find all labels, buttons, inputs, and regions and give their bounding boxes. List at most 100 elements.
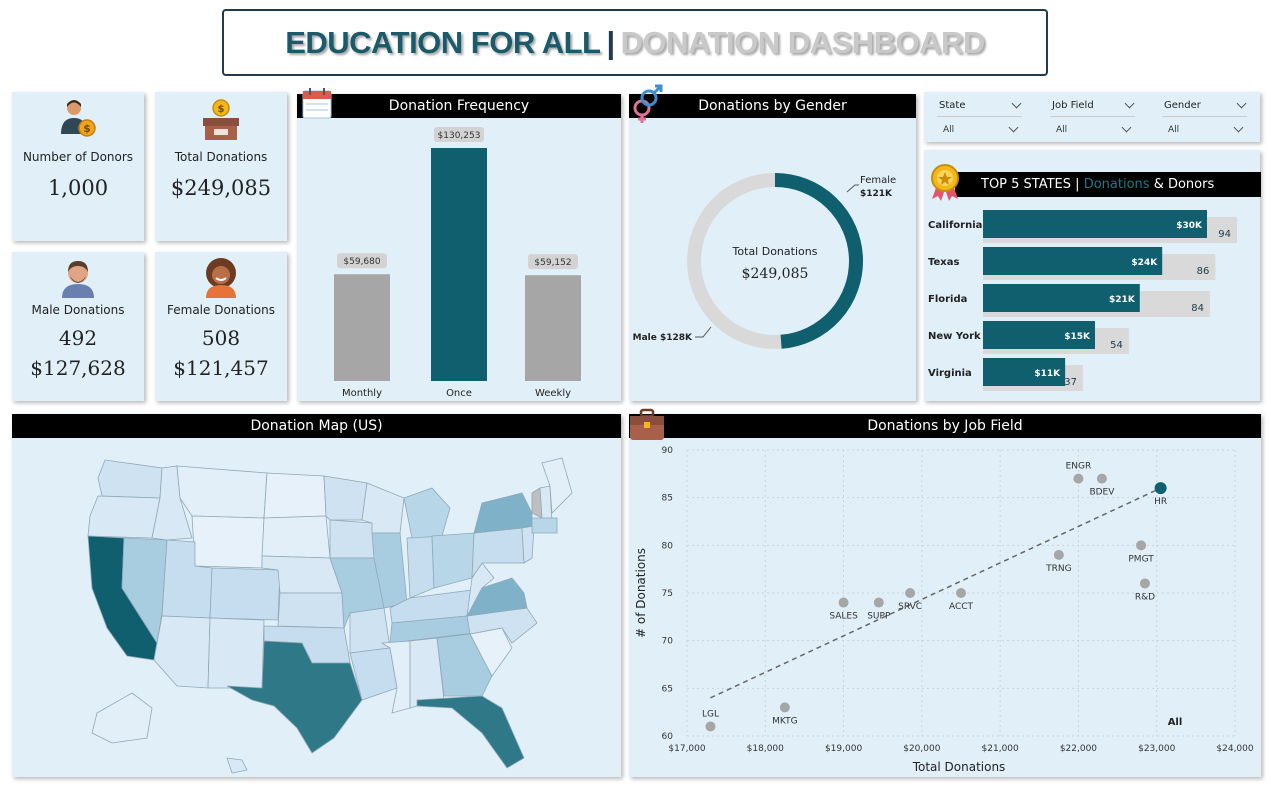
gender-symbol-icon (633, 84, 663, 123)
state-donors-label: 94 (1218, 229, 1231, 240)
female-label: Female Donations (167, 303, 275, 317)
frequency-bar-monthly (334, 274, 390, 381)
donation-frequency-chart: $59,680 Monthly $130,253 Once $59,152 Weekly (334, 127, 581, 399)
female-slice-label: Female (860, 175, 896, 186)
state-donation-label: $24K (1131, 258, 1158, 268)
frequency-category-label: Monthly (342, 388, 382, 399)
slicer-state-value: All (943, 125, 955, 135)
frequency-bar-once (431, 148, 487, 381)
frequency-bar-weekly (525, 275, 581, 381)
frequency-data-label-bg (434, 127, 484, 142)
state-name-label: Florida (928, 294, 967, 305)
male-amount: $127,628 (30, 356, 126, 380)
frequency-data-label: $59,152 (534, 258, 571, 268)
scatter-point-pmgt (1136, 540, 1147, 551)
top-states-title-part3: & Donors (1153, 177, 1215, 192)
donut-center-value: $249,085 (742, 266, 809, 282)
scatter-trendline (710, 487, 1161, 699)
donut-female-slice (774, 173, 863, 349)
job-field-card (629, 414, 1261, 777)
job-field-title: Donations by Job Field (629, 414, 1261, 438)
scatter-point-label: LGL (702, 709, 719, 719)
map-state-co (209, 567, 281, 621)
scatter-y-tick: 75 (662, 589, 673, 599)
scatter-point-label: SALES (829, 612, 858, 622)
state-donation-label: $15K (1064, 332, 1091, 342)
gender-donut-chart: Total Donations $249,085 Female $121K Ma… (633, 173, 896, 349)
scatter-x-tick: $18,000 (747, 744, 784, 754)
map-state-wy (191, 515, 265, 569)
top-states-chart: $30K 94 California $24K 86 Texas $21K 84 Florida… (928, 210, 1237, 391)
scatter-point-label: SRVC (898, 602, 922, 612)
map-state-fl (416, 695, 525, 769)
slicer-job-field-value: All (1056, 125, 1068, 135)
scatter-x-tick: $21,000 (982, 744, 1019, 754)
scatter-y-tick: 90 (662, 446, 674, 456)
frequency-category-label: Once (446, 388, 472, 399)
job-field-scatter-chart: $17,000 $18,000 $19,000 $20,000 $21,000 $22,0… (634, 446, 1254, 774)
donors-value: 1,000 (47, 176, 109, 200)
scatter-point-sales (838, 597, 849, 608)
female-avatar-icon (206, 258, 236, 298)
scatter-point-randd (1139, 578, 1150, 589)
map-state-me (541, 457, 573, 514)
chevron-down-icon (1236, 98, 1247, 109)
top-states-title-part1: TOP 5 STATES | (981, 177, 1080, 192)
scatter-point-label: TRNG (1045, 564, 1071, 574)
donors-label: Number of Donors (22, 150, 134, 164)
title-separator: | (606, 24, 615, 60)
map-state-nm (207, 617, 265, 689)
donation-map-title: Donation Map (US) (12, 414, 621, 438)
donation-frequency-title: Donation Frequency (297, 94, 621, 118)
map-state-mt (176, 465, 268, 519)
state-name-label: Texas (928, 257, 959, 268)
scatter-y-tick: 70 (662, 637, 674, 647)
gender-card (629, 94, 916, 401)
map-state-ak (91, 692, 153, 744)
state-donation-bar (983, 321, 1095, 349)
title-part1: EDUCATION FOR ALL (285, 24, 601, 60)
map-state-sd (261, 515, 331, 559)
gender-title: Donations by Gender (629, 94, 916, 118)
scatter-point-label: SUPP (867, 612, 891, 622)
scatter-x-tick: $20,000 (903, 744, 940, 754)
scatter-x-axis-title: Total Donations (912, 760, 1006, 774)
state-donation-label: $30K (1176, 221, 1203, 231)
male-slice-label: Male $128K (633, 333, 693, 343)
donation-box-icon: $ (203, 99, 239, 140)
map-state-ia (329, 519, 375, 559)
chevron-down-icon[interactable] (1121, 122, 1132, 133)
scatter-point-trng (1053, 549, 1064, 560)
map-state-wa (97, 459, 163, 499)
slicer-gender-value: All (1168, 125, 1180, 135)
map-state-hi (226, 757, 248, 774)
briefcase-icon (630, 408, 664, 440)
scatter-point-mktg (779, 702, 790, 713)
scatter-point-srvc (905, 588, 916, 598)
state-donors-label: 86 (1197, 266, 1210, 277)
top-states-title: TOP 5 STATES | Donations & Donors (955, 172, 1261, 197)
slicer-state[interactable]: State All (927, 94, 1032, 140)
map-state-ny (473, 492, 533, 534)
state-donation-bar (983, 284, 1140, 312)
slicer-gender[interactable]: Gender All (1152, 94, 1257, 140)
scatter-point-engr (1073, 473, 1084, 484)
slicer-job-field[interactable]: Job Field All (1040, 94, 1145, 140)
chevron-down-icon[interactable] (1233, 122, 1244, 133)
slicer-gender-label: Gender (1164, 100, 1201, 111)
frequency-data-label: $130,253 (438, 131, 481, 141)
kpi-male-donations: Male Donations 492 $127,628 (12, 252, 144, 401)
donut-center-label: Total Donations (732, 245, 818, 258)
scatter-point-hr (1154, 482, 1167, 495)
top-states-title-part2: Donations (1083, 177, 1150, 192)
frequency-data-label-bg (337, 253, 387, 269)
scatter-x-tick: $17,000 (668, 744, 705, 754)
scatter-y-tick: 60 (662, 732, 674, 742)
map-state-mn (323, 475, 368, 521)
state-name-label: Virginia (928, 368, 972, 379)
slicer-job-field-label: Job Field (1052, 100, 1094, 111)
state-donation-bar (983, 358, 1066, 386)
map-state-ma (531, 517, 558, 534)
map-state-in (406, 535, 435, 599)
chevron-down-icon[interactable] (1008, 122, 1019, 133)
